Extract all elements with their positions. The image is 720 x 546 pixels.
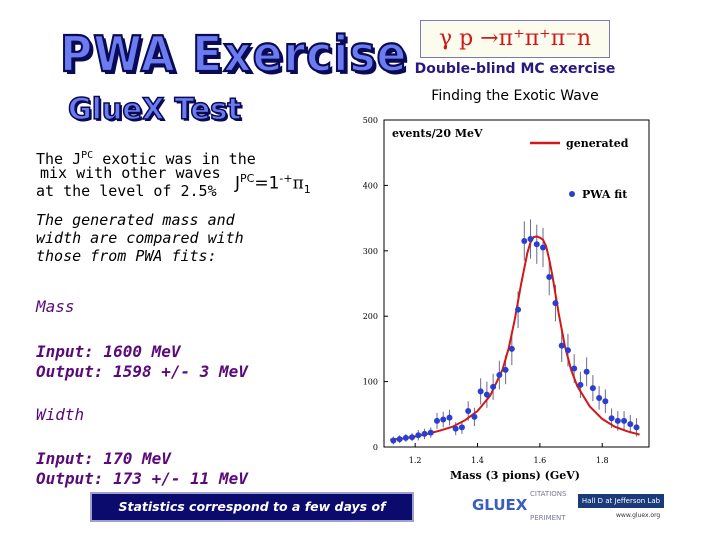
- para-line-1: The generated mass and: [36, 211, 235, 229]
- pwa-point: [521, 237, 528, 244]
- y-tick-label: 100: [363, 378, 378, 387]
- gluex-url: www.gluex.org: [616, 512, 661, 519]
- pwa-point: [633, 424, 640, 431]
- width-header: Width: [36, 405, 85, 424]
- generated-curve: [390, 235, 640, 441]
- mass-header: Mass: [36, 297, 75, 316]
- pwa-point: [564, 347, 571, 354]
- gluex-logo-citations: CITATIONS: [530, 490, 567, 498]
- x-tick-label: 1.4: [471, 456, 484, 465]
- para-line-2: width are compared with: [36, 229, 244, 247]
- y-tick-label: 400: [363, 181, 378, 190]
- pwa-point: [490, 383, 497, 390]
- pwa-point: [608, 415, 615, 422]
- pwa-point: [602, 398, 609, 405]
- subtitle-exotic-wave: Finding the Exotic Wave: [431, 88, 599, 104]
- gluex-logo-text: GLUEX: [472, 496, 528, 514]
- pwa-point: [596, 394, 603, 401]
- pwa-point: [583, 368, 590, 375]
- width-output: Output: 173 +/- 11 MeV: [36, 469, 248, 488]
- y-tick-label: 0: [373, 443, 378, 452]
- slide-title: PWA Exercise: [59, 25, 408, 84]
- pwa-point: [440, 416, 447, 423]
- pwa-point: [465, 408, 472, 415]
- pwa-point: [396, 436, 403, 443]
- legend-generated-label: generated: [566, 137, 629, 150]
- intro-line-3: at the level of 2.5%: [36, 182, 217, 200]
- pwa-point: [452, 425, 459, 432]
- reaction-box: γ p →π⁺π⁺π⁻n: [420, 20, 610, 58]
- pwa-point: [571, 365, 578, 372]
- jpc-equals: =1: [254, 173, 280, 194]
- pwa-point: [409, 434, 416, 441]
- statistics-footer: Statistics correspond to a few days of r…: [90, 492, 414, 540]
- pwa-point: [483, 391, 490, 398]
- hall-d-banner: Hall D at Jefferson Lab: [578, 494, 664, 508]
- intro-text-j: The J: [36, 150, 82, 168]
- pwa-point: [614, 417, 621, 424]
- pwa-point: [577, 381, 584, 388]
- mass-spectrum-plot: 0 100 200 300 400 500 1.2 1.4 1.6 1.8 events/20 …: [363, 116, 650, 482]
- pwa-fit-points: [390, 236, 640, 444]
- pwa-point: [427, 429, 434, 436]
- pwa-point: [502, 366, 509, 373]
- jpc-sub-1: 1: [303, 183, 311, 197]
- pwa-point: [546, 273, 553, 280]
- plot-frame: [383, 119, 650, 448]
- y-tick-label: 300: [363, 247, 378, 256]
- legend-pwa-label: PWA fit: [582, 188, 628, 201]
- y-tick-label: 500: [363, 116, 378, 125]
- intro-line-2: mix with other waves: [40, 164, 221, 182]
- pwa-point: [434, 417, 440, 424]
- pwa-point: [421, 430, 428, 437]
- jpc-pi: π: [292, 173, 304, 194]
- intro-line-1: The JPC exotic was in the: [36, 147, 256, 168]
- pwa-point: [390, 437, 397, 444]
- pwa-point: [446, 414, 453, 421]
- pwa-point: [415, 432, 422, 439]
- y-axis-ticks: 0 100 200 300 400 500: [363, 116, 388, 452]
- para-line-3: those from PWA fits:: [36, 247, 217, 265]
- pwa-point: [527, 236, 534, 243]
- width-input: Input: 170 MeV: [36, 449, 171, 468]
- gluex-logo-periment: PERIMENT: [530, 514, 566, 522]
- jpc-label: JPC=1-+π1: [235, 172, 311, 196]
- pwa-point: [552, 300, 559, 307]
- y-tick-label: 200: [363, 312, 378, 321]
- pwa-point: [402, 434, 409, 441]
- x-axis-ticks: 1.2 1.4 1.6 1.8: [409, 443, 609, 465]
- pwa-point: [558, 342, 565, 349]
- subtitle-double-blind: Double-blind MC exercise: [414, 61, 616, 77]
- gluex-logo: GLUEX CITATIONS PERIMENT: [472, 490, 567, 526]
- pwa-point: [627, 421, 634, 428]
- jpc-sup-minus-plus: -+: [279, 172, 293, 185]
- pwa-point: [533, 241, 540, 248]
- pwa-point: [496, 372, 503, 379]
- jpc-sup-pc: PC: [240, 172, 255, 185]
- x-tick-label: 1.2: [409, 456, 422, 465]
- x-axis-label: Mass (3 pions) (GeV): [450, 469, 580, 482]
- pwa-point: [458, 424, 465, 431]
- intro-sup-pc: PC: [81, 150, 94, 161]
- mass-output: Output: 1598 +/- 3 MeV: [36, 362, 248, 381]
- slide-subtitle-logo: GlueX Test: [67, 91, 242, 127]
- pwa-point: [589, 385, 596, 392]
- pwa-point: [471, 413, 478, 420]
- y-axis-label: events/20 MeV: [392, 127, 483, 140]
- pwa-point: [508, 345, 515, 352]
- pwa-point: [515, 306, 522, 313]
- x-tick-label: 1.8: [596, 456, 609, 465]
- hall-d-logo: Hall D at Jefferson Lab www.gluex.org: [574, 490, 666, 526]
- x-tick-label: 1.6: [534, 456, 547, 465]
- pwa-point: [477, 388, 484, 395]
- pwa-point: [621, 417, 628, 424]
- mass-input: Input: 1600 MeV: [36, 342, 181, 361]
- jpc-j: J: [235, 173, 241, 194]
- legend-pwa-marker: [569, 191, 575, 197]
- pwa-point: [540, 244, 546, 251]
- intro-text-exotic: exotic was in the: [93, 150, 256, 168]
